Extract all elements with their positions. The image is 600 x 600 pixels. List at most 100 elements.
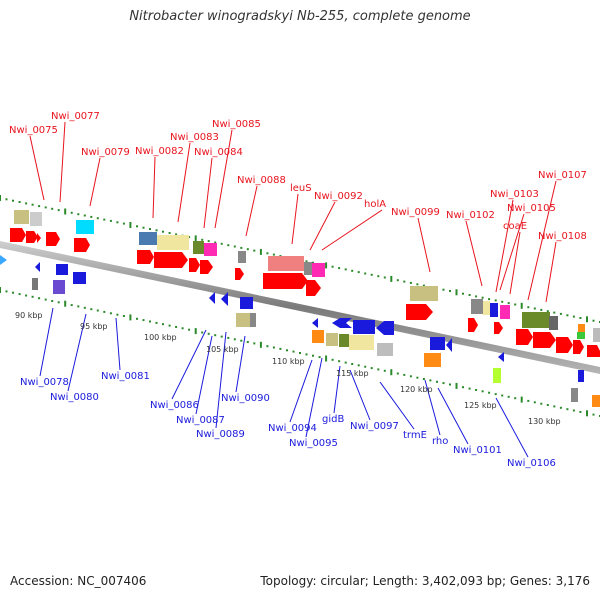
scale-tick <box>64 300 67 307</box>
gene-red-arrow-2 <box>26 231 38 243</box>
leader-line-bottom <box>235 335 246 393</box>
kbp-label: 105 kbp <box>206 345 239 354</box>
leader-line-top <box>309 201 336 251</box>
scale-tick <box>318 356 321 359</box>
scale-tick <box>83 306 86 309</box>
gene-label-top: Nwi_0099 <box>391 207 440 218</box>
scale-tick <box>312 261 314 264</box>
leader-line-bottom <box>437 387 469 445</box>
gene-label-top: Nwi_0108 <box>538 231 587 242</box>
gene-red-arrow-13 <box>406 304 433 320</box>
gene-label-top: Nwi_0107 <box>538 170 587 181</box>
gene-blue-cluster-3 <box>376 321 394 335</box>
scale-tick <box>572 315 575 318</box>
scale-tick <box>155 321 158 324</box>
scale-tick <box>233 338 236 341</box>
scale-tick <box>220 335 223 338</box>
gene-tan-top-2 <box>410 286 438 301</box>
gene-red-arrow-8 <box>189 258 200 272</box>
gene-blue-box <box>56 264 68 275</box>
scale-tick <box>207 332 210 335</box>
gene-label-bottom: Nwi_0080 <box>50 392 99 403</box>
scale-tick <box>162 230 164 233</box>
gene-blue-arrow-2 <box>209 292 215 304</box>
gene-label-top: Nwi_0079 <box>81 147 130 158</box>
scale-tick <box>96 217 99 220</box>
leader-line-top <box>527 180 557 301</box>
gene-blue-box-5 <box>578 370 584 382</box>
leader-line-top <box>465 220 483 287</box>
scale-tick <box>559 406 562 409</box>
kbp-label: 130 kbp <box>528 417 561 426</box>
kbp-label: 120 kbp <box>400 385 433 394</box>
gene-red-arrow-16 <box>516 329 533 345</box>
scale-tick <box>325 355 328 362</box>
scale-tick <box>481 390 484 393</box>
gene-magenta-top <box>204 243 217 256</box>
scale-tick <box>116 221 119 224</box>
scale-tick <box>227 336 230 339</box>
leader-line-top <box>495 199 514 293</box>
scale-tick <box>246 248 249 251</box>
scale-tick <box>370 367 373 370</box>
scale-tick <box>546 310 549 313</box>
leader-line-bottom <box>215 331 227 429</box>
gene-pink-top <box>268 256 304 271</box>
scale-tick <box>364 365 367 368</box>
scale-tick <box>494 299 497 302</box>
kbp-label: 125 kbp <box>464 401 497 410</box>
kbp-label: 110 kbp <box>272 357 305 366</box>
gene-gray-top-4 <box>471 299 483 314</box>
gene-label-top: Nwi_0105 <box>507 203 556 214</box>
scale-tick <box>507 395 510 398</box>
scale-tick <box>83 214 86 217</box>
scale-tick <box>305 353 308 356</box>
gene-red-arrow-15 <box>494 322 503 334</box>
scale-tick <box>383 276 386 279</box>
gene-orange-box <box>312 330 324 343</box>
scale-tick <box>338 360 341 363</box>
leader-line-top <box>89 157 101 207</box>
scale-tick <box>136 225 138 228</box>
leader-line-bottom <box>289 359 313 423</box>
scale-tick <box>338 267 341 270</box>
scale-tick <box>331 265 334 268</box>
scale-tick <box>383 369 386 372</box>
scale-tick <box>344 361 347 364</box>
gene-gray-box <box>32 278 38 290</box>
scale-tick <box>475 389 478 391</box>
scale-tick <box>18 293 21 296</box>
scale-tick <box>292 350 295 353</box>
gene-red-arrow-1 <box>10 228 26 242</box>
scale-tick <box>188 236 191 239</box>
gene-red-arrow-5 <box>74 238 90 252</box>
scale-tick <box>533 307 536 310</box>
leader-line-top <box>177 142 191 223</box>
scale-tick <box>12 199 14 202</box>
scale-tick <box>57 209 60 212</box>
leader-line-bottom <box>349 369 371 421</box>
scale-tick <box>70 211 73 214</box>
scale-tick <box>468 294 471 296</box>
scale-tick <box>31 295 34 298</box>
scale-tick <box>586 316 588 323</box>
leader-line-top <box>152 156 156 219</box>
scale-tick <box>149 228 151 230</box>
scale-tick <box>12 291 14 294</box>
gene-label-top: coaE <box>503 221 527 232</box>
gene-yellow-box <box>349 335 374 350</box>
gene-blue-box-3 <box>240 297 253 309</box>
scale-tick <box>142 319 145 322</box>
leader-line-bottom <box>171 329 207 400</box>
scale-tick <box>227 244 230 247</box>
scale-tick <box>129 314 132 321</box>
scale-tick <box>240 246 243 249</box>
gene-blue-arrow-6 <box>498 352 504 362</box>
scale-tick <box>155 229 158 232</box>
gene-green-top-2 <box>522 312 550 328</box>
scale-tick <box>572 409 575 412</box>
scale-tick <box>103 218 106 221</box>
scale-tick <box>377 275 380 278</box>
scale-tick <box>266 252 269 255</box>
